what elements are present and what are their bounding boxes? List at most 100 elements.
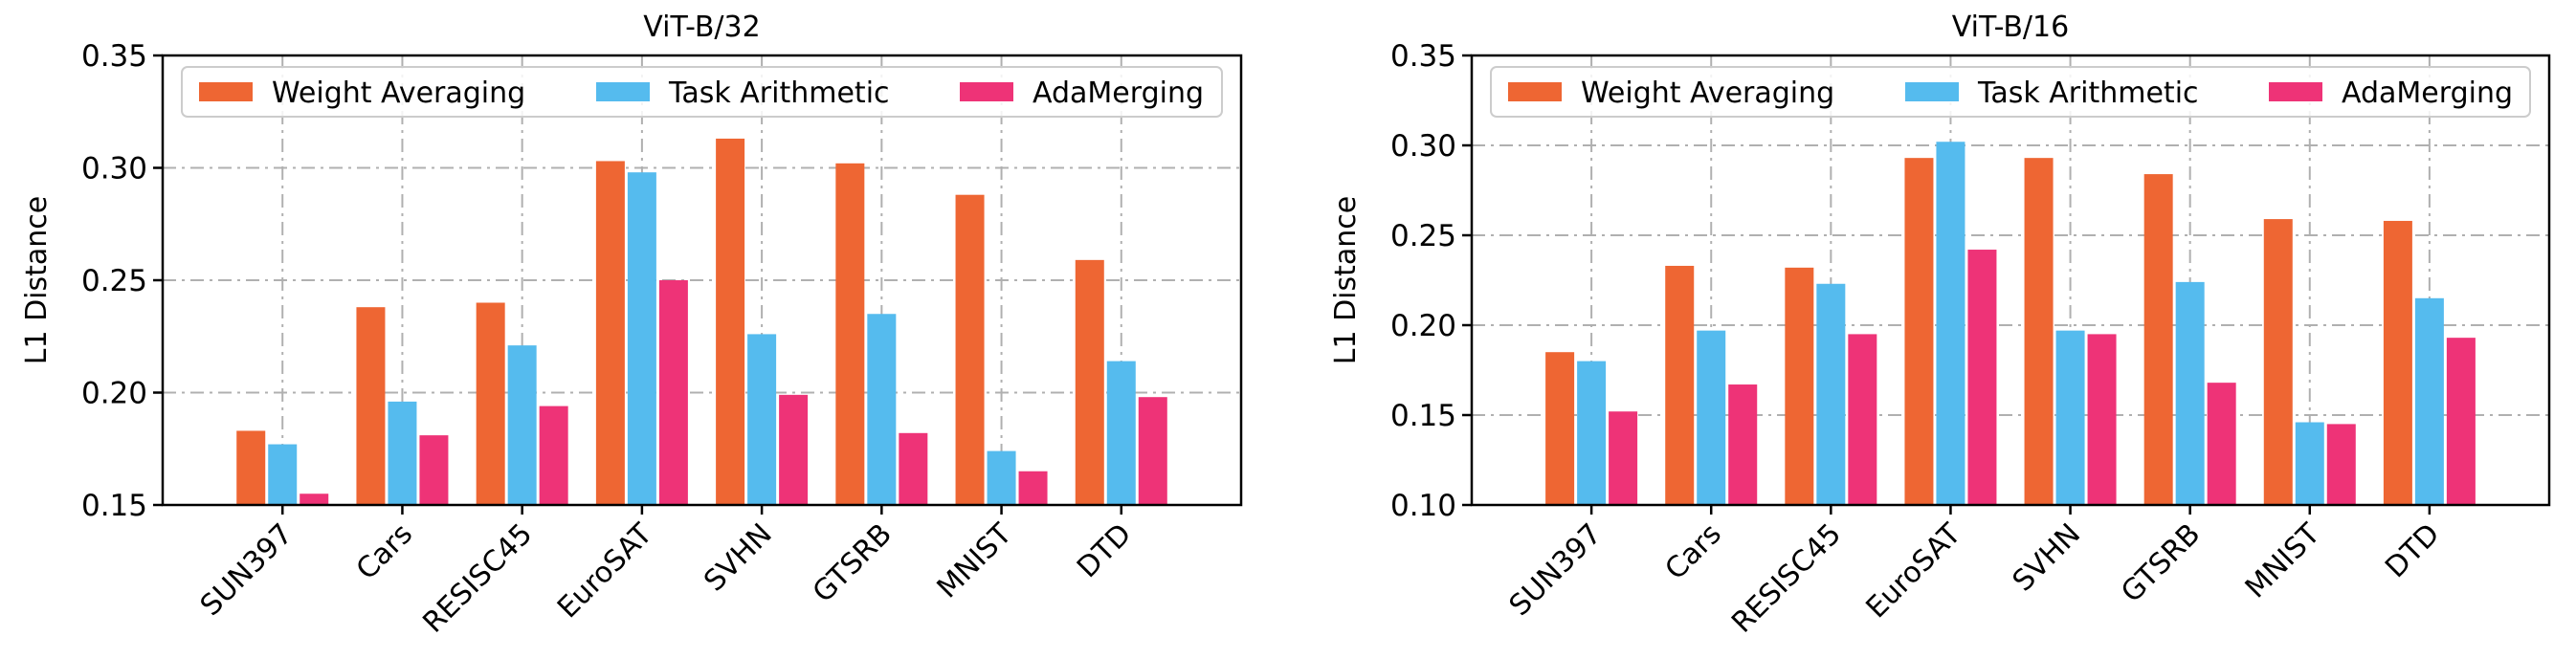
legend-box bbox=[181, 66, 1223, 118]
bar-weight-averaging bbox=[236, 430, 266, 505]
legend-swatch bbox=[960, 82, 1013, 101]
y-tick-label: 0.35 bbox=[81, 39, 147, 74]
bar-adamerging bbox=[658, 280, 688, 505]
plot-frame bbox=[1470, 54, 2551, 507]
y-axis-label: L1 Distance bbox=[1329, 196, 1363, 365]
bar-weight-averaging bbox=[1545, 352, 1575, 505]
y-axis-label: L1 Distance bbox=[20, 196, 54, 365]
legend: Weight Averaging Task Arithmetic AdaMergin… bbox=[181, 66, 1223, 118]
bar-weight-averaging bbox=[476, 302, 505, 505]
bar-adamerging bbox=[899, 432, 928, 505]
bar-weight-averaging bbox=[1785, 267, 1814, 505]
bar-task-arithmetic bbox=[2055, 330, 2085, 505]
y-tick-label: 0.25 bbox=[1390, 219, 1456, 253]
x-tick-label: GTSRB bbox=[2115, 517, 2207, 609]
bar-weight-averaging bbox=[2143, 174, 2173, 505]
y-tick-label: 0.10 bbox=[1390, 489, 1456, 523]
chart-title: ViT-B/32 bbox=[643, 11, 760, 44]
bar-weight-averaging bbox=[2263, 219, 2293, 505]
x-tick-label: DTD bbox=[1071, 517, 1138, 584]
bar-weight-averaging bbox=[955, 194, 985, 505]
bar-task-arithmetic bbox=[1936, 142, 1965, 506]
x-tick-label: EuroSAT bbox=[551, 516, 659, 625]
bar-adamerging bbox=[419, 435, 449, 505]
bar-weight-averaging bbox=[595, 161, 625, 505]
bar-adamerging bbox=[1138, 397, 1167, 505]
bar-adamerging bbox=[1609, 411, 1638, 505]
bar-weight-averaging bbox=[2024, 158, 2054, 505]
y-tick-label: 0.20 bbox=[1390, 309, 1456, 343]
legend-label: Weight Averaging bbox=[272, 77, 525, 110]
bar-weight-averaging bbox=[835, 163, 865, 506]
legend-box bbox=[1490, 66, 2531, 118]
bar-task-arithmetic bbox=[747, 334, 777, 505]
legend-label: AdaMerging bbox=[1033, 77, 1204, 110]
bar-task-arithmetic bbox=[1697, 330, 1726, 505]
bar-adamerging bbox=[2207, 383, 2236, 505]
bar-task-arithmetic bbox=[1816, 283, 1846, 505]
bar-task-arithmetic bbox=[627, 172, 656, 505]
bar-adamerging bbox=[1018, 471, 1048, 505]
bar-adamerging bbox=[539, 406, 568, 505]
bar-adamerging bbox=[2087, 334, 2117, 505]
x-tick-label: RESISC45 bbox=[416, 517, 539, 640]
chart-title: ViT-B/16 bbox=[1952, 11, 2069, 44]
bars bbox=[1545, 142, 2476, 506]
bar-adamerging bbox=[2446, 338, 2476, 505]
chart-vit-b32: ViT-B/32 L1 Distance 0.15 0.20 0.25 0.30 0.3… bbox=[20, 11, 1243, 640]
bar-adamerging bbox=[779, 394, 809, 505]
legend-swatch bbox=[2269, 82, 2322, 101]
x-tick-label: SUN397 bbox=[194, 517, 300, 623]
y-tick-label: 0.15 bbox=[81, 489, 147, 523]
x-tick-label: DTD bbox=[2379, 517, 2446, 584]
y-tick-label: 0.35 bbox=[1390, 39, 1456, 74]
chart-vit-b16: ViT-B/16 L1 Distance 0.10 0.15 0.20 0.25 0.3… bbox=[1329, 11, 2551, 640]
bar-weight-averaging bbox=[716, 138, 745, 505]
bar-task-arithmetic bbox=[388, 401, 417, 505]
x-tick-label: SVHN bbox=[698, 517, 779, 599]
y-tick-label: 0.30 bbox=[81, 152, 147, 186]
legend-swatch bbox=[1508, 82, 1562, 101]
x-tick-label: Cars bbox=[1659, 517, 1728, 586]
x-tick-label: SVHN bbox=[2007, 517, 2088, 599]
bar-task-arithmetic bbox=[2175, 281, 2205, 505]
bar-task-arithmetic bbox=[2414, 297, 2444, 505]
x-tick-label: MNIST bbox=[2239, 516, 2327, 604]
bar-task-arithmetic bbox=[1577, 361, 1607, 505]
legend-swatch bbox=[1905, 82, 1959, 101]
bar-weight-averaging bbox=[2383, 220, 2412, 505]
x-tick-label: RESISC45 bbox=[1725, 517, 1848, 640]
legend: Weight Averaging Task Arithmetic AdaMergin… bbox=[1490, 66, 2531, 118]
x-tick-label: MNIST bbox=[931, 516, 1019, 604]
y-tick-label: 0.20 bbox=[81, 377, 147, 411]
legend-label: Weight Averaging bbox=[1581, 77, 1834, 110]
x-tick-label: Cars bbox=[350, 517, 419, 586]
legend-label: AdaMerging bbox=[2342, 77, 2513, 110]
legend-swatch bbox=[199, 82, 253, 101]
legend-label: Task Arithmetic bbox=[1977, 77, 2199, 110]
bar-task-arithmetic bbox=[867, 314, 897, 505]
bar-task-arithmetic bbox=[987, 450, 1016, 505]
x-tick-label: EuroSAT bbox=[1860, 516, 1968, 625]
bar-task-arithmetic bbox=[2295, 422, 2324, 505]
x-tick-label: GTSRB bbox=[807, 517, 899, 609]
bar-adamerging bbox=[300, 494, 329, 505]
legend-label: Task Arithmetic bbox=[668, 77, 890, 110]
bar-weight-averaging bbox=[1904, 158, 1934, 505]
y-tick-label: 0.30 bbox=[1390, 129, 1456, 164]
bar-adamerging bbox=[1848, 334, 1877, 505]
bar-task-arithmetic bbox=[1106, 361, 1136, 505]
bar-task-arithmetic bbox=[507, 345, 537, 505]
bar-adamerging bbox=[1728, 384, 1758, 505]
bars bbox=[236, 138, 1167, 506]
bar-weight-averaging bbox=[1665, 265, 1695, 505]
bar-adamerging bbox=[1967, 250, 1997, 505]
y-tick-label: 0.25 bbox=[81, 264, 147, 298]
y-tick-label: 0.15 bbox=[1390, 399, 1456, 433]
bar-adamerging bbox=[2326, 424, 2356, 505]
bar-weight-averaging bbox=[356, 307, 386, 505]
legend-swatch bbox=[596, 82, 650, 101]
bar-weight-averaging bbox=[1075, 259, 1104, 505]
x-tick-label: SUN397 bbox=[1503, 517, 1609, 623]
